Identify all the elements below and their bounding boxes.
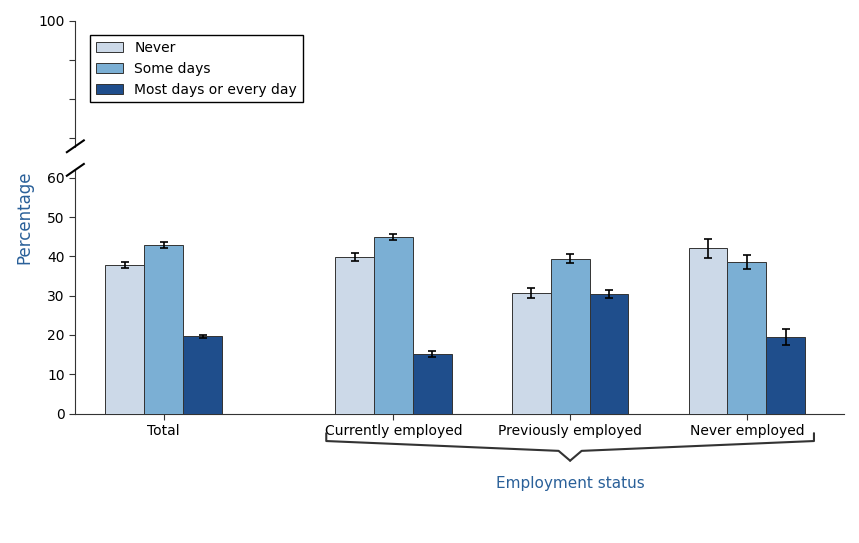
Bar (335, 257, 374, 414)
Bar (144, 245, 183, 414)
Bar (766, 337, 805, 414)
Text: Employment status: Employment status (496, 476, 644, 491)
Bar (551, 258, 589, 414)
Bar (728, 262, 766, 414)
Bar (183, 337, 222, 414)
Bar (374, 237, 413, 414)
Y-axis label: Percentage: Percentage (15, 171, 33, 264)
Legend: Never, Some days, Most days or every day: Never, Some days, Most days or every day (90, 35, 302, 102)
Bar (589, 294, 629, 414)
Bar (106, 266, 144, 414)
Bar (413, 354, 452, 414)
Bar (54, 148, 98, 168)
Bar (689, 249, 728, 414)
Bar (512, 293, 551, 414)
